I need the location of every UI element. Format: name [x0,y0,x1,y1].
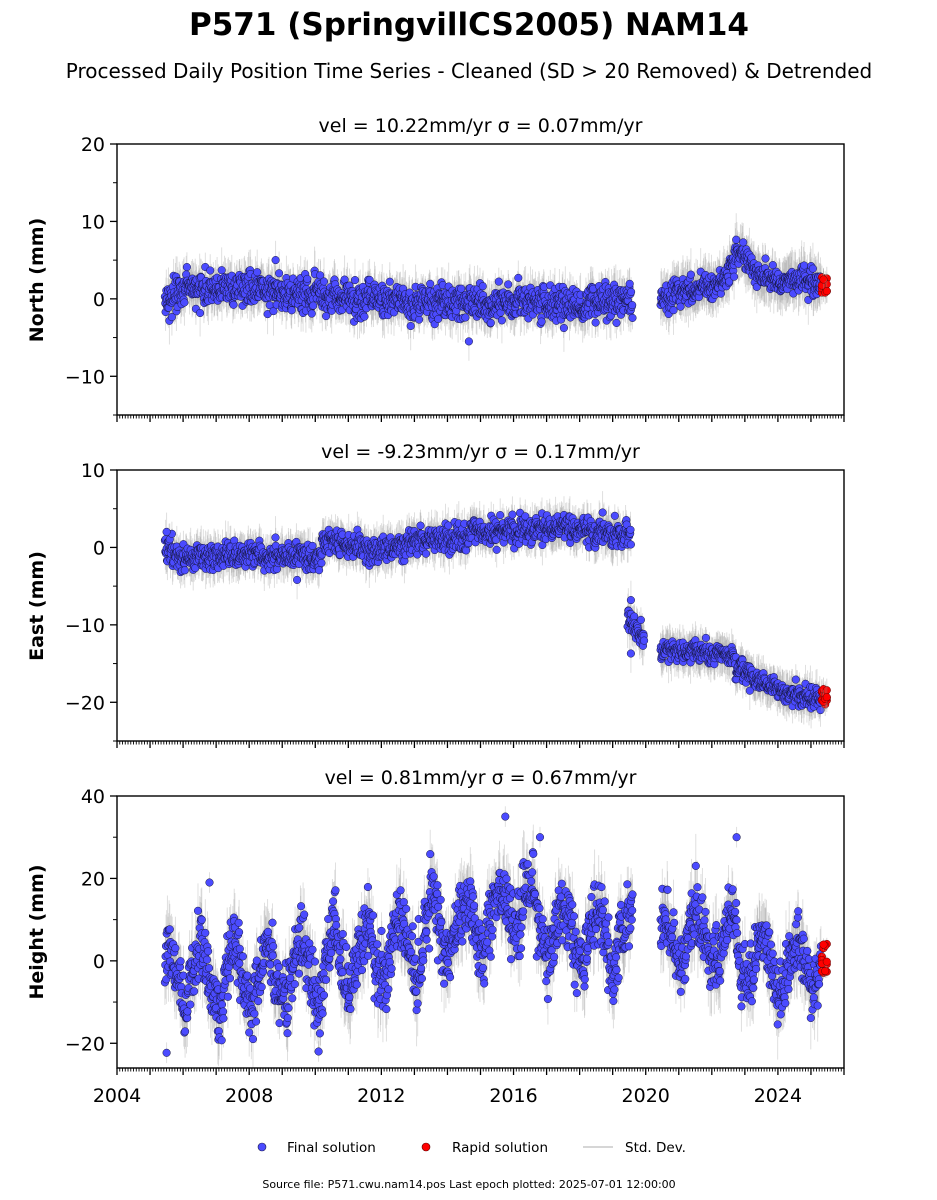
east-panel-title: vel = -9.23mm/yr σ = 0.17mm/yr [321,441,640,463]
north-rapid-point [819,275,828,284]
north-final-point [808,264,817,273]
north-panel: vel = 10.22mm/yr σ = 0.07mm/yr North (mm… [26,115,845,422]
north-y-tick-label: 10 [81,211,105,233]
north-final-point [676,302,685,311]
chart-title: P571 (SpringvillCS2005) NAM14 [189,7,749,43]
north-final-point [612,318,621,327]
north-final-point [625,279,634,288]
north-final-point [415,315,424,324]
north-final-point [217,266,226,275]
north-final-point [464,337,473,346]
north-final-point [628,301,637,310]
north-final-point [732,235,741,244]
north-final-point [350,276,360,285]
north-final-point [497,316,506,325]
north-y-tick-label: 0 [93,289,105,311]
north-final-point [309,301,318,310]
north-final-point [669,306,678,315]
east-axis-label: East (mm) [26,551,48,661]
north-final-point [385,277,394,286]
east-panel: vel = -9.23mm/yr σ = 0.17mm/yr East (mm)… [26,441,845,748]
north-y-axis: −10 0 10 20 [65,134,117,416]
north-final-point [180,298,189,307]
north-final-point [739,238,748,247]
north-plot-area: −10 0 10 20 [65,134,845,422]
north-final-point [800,261,809,270]
chart-subtitle: Processed Daily Position Time Series - C… [66,59,872,83]
north-final-point [196,308,205,318]
north-rapid-point [822,287,831,296]
north-final-point [316,271,325,280]
north-final-point [461,313,470,322]
north-final-point [478,282,487,291]
north-axis-label: North (mm) [26,218,48,343]
north-final-point [287,306,296,315]
north-final-point [730,272,739,281]
north-final-point [486,318,495,327]
north-final-point [307,309,316,318]
north-panel-title: vel = 10.22mm/yr σ = 0.07mm/yr [319,115,643,137]
north-final-point [319,277,329,286]
north-final-point [559,323,568,333]
north-final-point [303,274,312,283]
north-final-point [494,277,503,286]
north-final-point [514,273,523,282]
north-final-point [206,266,215,275]
north-final-point [271,256,280,265]
north-final-point [229,300,238,309]
north-final-point [167,313,176,322]
north-final-point [686,270,695,279]
north-final-point [628,313,637,322]
north-final-point [269,307,278,316]
north-final-point [627,287,636,296]
north-final-point [591,318,600,327]
north-final-point [426,279,435,288]
north-y-tick-label: −10 [65,366,105,388]
north-final-point [406,321,415,331]
north-final-point [761,254,770,263]
north-final-point [275,269,284,278]
north-final-points [160,235,825,346]
north-final-point [182,263,191,272]
north-x-axis [116,415,845,422]
north-y-tick-label: 20 [81,134,105,156]
north-final-point [360,312,369,321]
north-final-point [504,280,513,289]
north-final-point [537,317,546,326]
north-final-point [253,268,262,277]
